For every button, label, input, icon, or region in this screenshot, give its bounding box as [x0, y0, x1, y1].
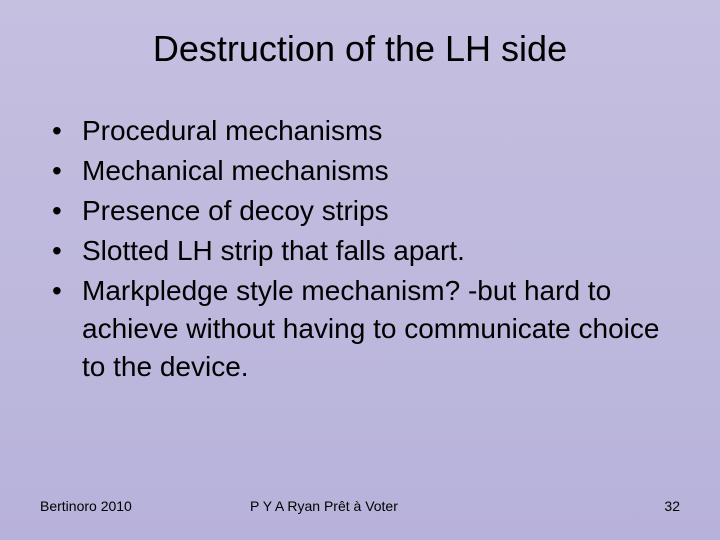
list-item: • Presence of decoy strips: [48, 192, 672, 230]
bullet-text: Mechanical mechanisms: [82, 152, 672, 190]
bullet-icon: •: [48, 112, 82, 150]
list-item: • Mechanical mechanisms: [48, 152, 672, 190]
bullet-list: • Procedural mechanisms • Mechanical mec…: [0, 80, 720, 386]
footer-left: Bertinoro 2010: [40, 498, 250, 514]
bullet-icon: •: [48, 152, 82, 190]
bullet-icon: •: [48, 272, 82, 310]
bullet-text: Presence of decoy strips: [82, 192, 672, 230]
slide-title: Destruction of the LH side: [0, 0, 720, 80]
bullet-text: Markpledge style mechanism? -but hard to…: [82, 272, 672, 386]
slide-footer: Bertinoro 2010 P Y A Ryan Prêt à Voter 3…: [0, 498, 720, 514]
bullet-text: Slotted LH strip that falls apart.: [82, 232, 672, 270]
list-item: • Slotted LH strip that falls apart.: [48, 232, 672, 270]
bullet-text: Procedural mechanisms: [82, 112, 672, 150]
slide: Destruction of the LH side • Procedural …: [0, 0, 720, 540]
page-number: 32: [620, 498, 680, 514]
list-item: • Procedural mechanisms: [48, 112, 672, 150]
bullet-icon: •: [48, 192, 82, 230]
footer-center: P Y A Ryan Prêt à Voter: [250, 498, 620, 514]
list-item: • Markpledge style mechanism? -but hard …: [48, 272, 672, 386]
bullet-icon: •: [48, 232, 82, 270]
